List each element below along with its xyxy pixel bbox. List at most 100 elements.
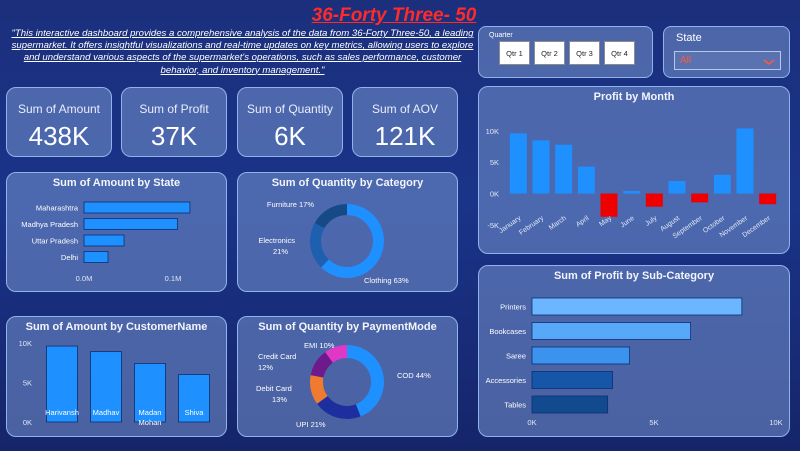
category-label: Accessories: [486, 376, 527, 385]
profit-by-subcategory-svg: Printers Bookcases Saree Accessories Tables0…: [486, 297, 783, 427]
bar: [83, 201, 191, 214]
dashboard-description: "This interactive dashboard provides a c…: [11, 28, 474, 76]
kpi-card-quantity: Sum of Quantity 6K: [237, 87, 343, 157]
x-tick-label: February: [518, 215, 545, 237]
slice-label: 21%: [273, 247, 288, 256]
chart-title: Sum of Profit by Sub-Category: [553, 270, 715, 282]
slice-label: COD 44%: [397, 371, 431, 380]
x-tick-label: 0K: [527, 418, 536, 427]
bar: [668, 181, 686, 194]
chart-title: Sum of Amount by CustomerName: [25, 321, 208, 333]
dashboard-title: 36-Forty Three- 50: [311, 5, 477, 26]
y-tick-label: 10K: [486, 127, 499, 136]
bar: [555, 144, 573, 194]
bar: [531, 371, 613, 389]
kpi-card-profit: Sum of Profit 37K: [121, 87, 227, 157]
kpi-value: 6K: [274, 121, 306, 151]
bar: [531, 322, 692, 340]
slice: [314, 204, 347, 229]
slice: [347, 345, 384, 417]
slice: [325, 345, 347, 363]
chart-quantity-by-category: Sum of Quantity by Category Clothing 63%…: [237, 172, 458, 292]
bar: [83, 234, 125, 247]
x-tick-label: Harivansh: [45, 408, 79, 417]
category-label: Tables: [504, 401, 526, 410]
x-tick-label: Madhav: [93, 408, 120, 417]
chart-amount-by-state: Sum of Amount by State Maharashtra Madhya…: [6, 172, 227, 292]
kpi-label: Sum of Quantity: [246, 102, 334, 116]
bar: [736, 128, 754, 194]
bar: [577, 166, 595, 194]
kpi-card-amount: Sum of Amount 438K: [6, 87, 112, 157]
bar: [83, 251, 109, 263]
kpi-value: 121K: [374, 121, 436, 151]
qtr1-button[interactable]: Qtr 1: [499, 41, 530, 65]
bar: [531, 395, 609, 414]
bar: [178, 374, 210, 423]
kpi-value: 438K: [28, 121, 90, 151]
category-label: Maharashtra: [36, 204, 79, 213]
bar: [531, 297, 743, 316]
slice-label: Credit Card: [258, 352, 296, 361]
amount-by-customer-svg: 0K 5K 10K Harivansh Madhav Madan Mohan Shiva: [19, 339, 210, 427]
state-slicer: State All: [663, 26, 790, 78]
y-tick-label: 0K: [23, 418, 32, 427]
slice: [321, 204, 384, 278]
bar: [46, 345, 78, 423]
chart-amount-by-customer: Sum of Amount by CustomerName 0K 5K 10K Har…: [6, 316, 227, 437]
y-tick-label: 5K: [23, 378, 32, 387]
qtr4-button[interactable]: Qtr 4: [604, 41, 635, 65]
slice-label: 13%: [272, 395, 287, 404]
state-dropdown-value: All: [680, 55, 692, 66]
slice-label: EMI 10%: [304, 341, 335, 350]
y-tick-label: -5K: [487, 221, 499, 230]
state-slicer-label: State: [676, 32, 702, 44]
slice: [317, 396, 361, 419]
chevron-down-icon: [763, 54, 775, 72]
slice: [310, 375, 328, 404]
bar: [691, 193, 709, 203]
slice-label: UPI 21%: [296, 420, 326, 429]
slice-label: Debit Card: [256, 384, 292, 393]
bar: [532, 140, 550, 194]
bar: [600, 193, 618, 217]
quantity-by-category-svg: Clothing 63% Electronics 21% Furniture 17%: [258, 200, 409, 285]
x-tick-label: 5K: [649, 418, 658, 427]
x-tick-label: April: [575, 215, 591, 229]
kpi-label: Sum of AOV: [371, 102, 439, 116]
y-tick-label: 0K: [490, 190, 499, 199]
bar: [83, 218, 178, 230]
chart-title: Profit by Month: [593, 91, 675, 103]
chart-title: Sum of Amount by State: [52, 177, 181, 189]
quarter-slicer-label: Quarter: [489, 32, 513, 39]
bar: [645, 193, 663, 207]
x-tick-label: June: [619, 215, 636, 230]
category-label: Saree: [506, 352, 526, 361]
kpi-label: Sum of Amount: [17, 102, 101, 116]
kpi-label: Sum of Profit: [139, 102, 209, 116]
slice-label: Furniture 17%: [267, 200, 314, 209]
y-tick-label: 10K: [19, 339, 32, 348]
x-tick-label: July: [644, 215, 659, 228]
bar: [623, 191, 641, 194]
chart-profit-by-month: Profit by Month -5K 0K 5K 10K January Februar…: [478, 86, 790, 254]
y-tick-label: 5K: [490, 158, 499, 167]
qtr3-button[interactable]: Qtr 3: [569, 41, 600, 65]
bar: [90, 351, 122, 423]
category-label: Delhi: [61, 253, 78, 262]
slice-label: Clothing 63%: [364, 276, 409, 285]
bar: [134, 363, 166, 423]
amount-by-state-svg: Maharashtra Madhya Pradesh Uttar Pradesh De…: [21, 201, 191, 283]
state-dropdown[interactable]: All: [674, 51, 781, 70]
category-label: Bookcases: [489, 327, 526, 336]
category-label: Madhya Pradesh: [21, 220, 78, 229]
slice-label: 12%: [258, 363, 273, 372]
chart-profit-by-subcategory: Sum of Profit by Sub-Category Printers Bo…: [478, 265, 790, 437]
chart-title: Sum of Quantity by Category: [271, 177, 424, 189]
kpi-value: 37K: [150, 121, 198, 151]
x-tick-label: 0.1M: [165, 274, 182, 283]
bar: [531, 346, 630, 365]
chart-quantity-by-paymentmode: Sum of Quantity by PaymentMode COD 44% UP…: [237, 316, 458, 437]
x-tick-label: Shiva: [185, 408, 205, 417]
qtr2-button[interactable]: Qtr 2: [534, 41, 565, 65]
